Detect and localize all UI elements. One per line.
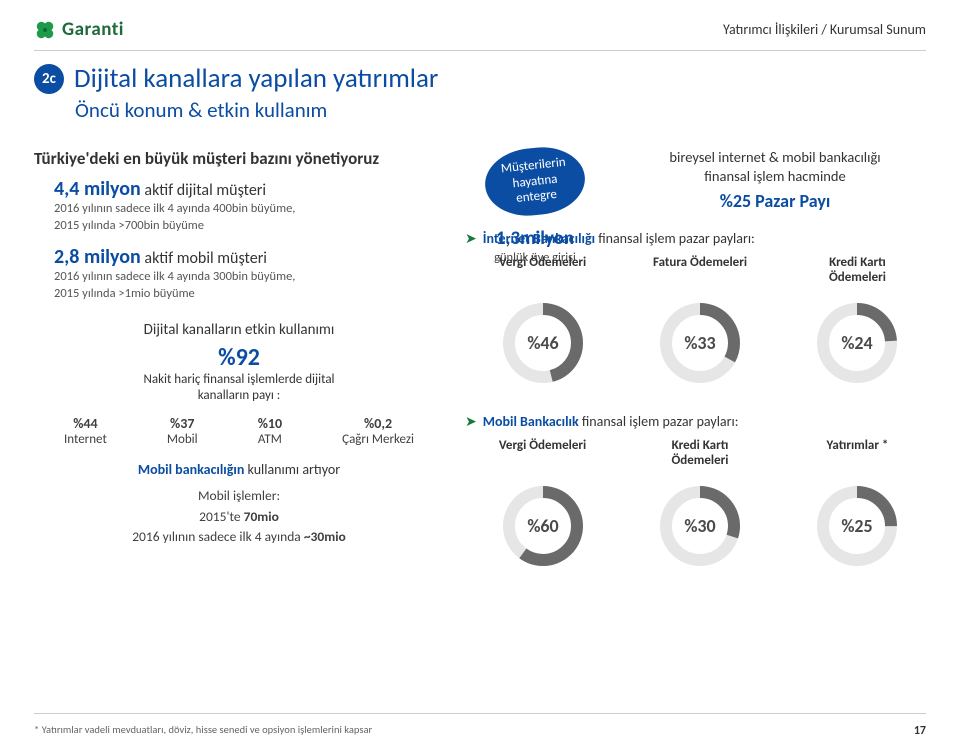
mobile-banking-bullet: ➤ Mobil Bankacılık finansal işlem pazar … <box>465 413 935 430</box>
metric-column-header: Kredi Kartı Ödemeleri <box>622 438 777 468</box>
internet-banking-bullet: ➤ İnternet Bankacılığı finansal işlem pa… <box>465 230 935 247</box>
ring-label: %33 <box>684 332 715 354</box>
donut-ring: %30 <box>656 482 744 570</box>
mobile-growth-line: Mobil bankacılığın kullanımı artıyor <box>34 461 444 478</box>
mobile-stats-2015b: 70mio <box>244 508 279 525</box>
channel-item: %44Internet <box>64 415 107 447</box>
ring-cell: %46 <box>465 299 620 387</box>
header-bar: Garanti Yatırımcı İlişkileri / Kurumsal … <box>34 18 926 41</box>
page-subtitle: Öncü konum & etkin kullanım <box>75 97 327 123</box>
brand-name: Garanti <box>62 18 124 41</box>
mobile-growth-highlight: Mobil bankacılığın <box>138 461 244 478</box>
ring-cell: %30 <box>622 482 777 570</box>
ring-cell: %25 <box>780 482 935 570</box>
integration-pill: Müşterilerin hayatına entegre <box>482 143 588 220</box>
bullet2-highlight: Mobil Bankacılık <box>483 413 579 430</box>
stat2-detail: 2016 yılının sadece ilk 4 ayında 300bin … <box>54 269 444 303</box>
mobile-stats-2016a: 2016 yılının sadece ilk 4 ayında <box>132 528 304 545</box>
ring-label: %60 <box>527 515 558 537</box>
metric-column-header: Fatura Ödemeleri <box>622 255 777 285</box>
channel-name: ATM <box>258 432 282 447</box>
header-breadcrumb: Yatırımcı İlişkileri / Kurumsal Sunum <box>723 21 926 38</box>
channels-row: %44Internet %37Mobil %10ATM %0,2Çağrı Merke… <box>34 415 444 447</box>
usage-pct-desc: Nakit hariç finansal işlemlerde dijital … <box>34 372 444 406</box>
stat2-number: 2,8 milyon <box>54 245 141 269</box>
channel-pct: %0,2 <box>342 415 414 432</box>
stat1-detail: 2016 yılının sadece ilk 4 ayında 400bin … <box>54 201 444 235</box>
bullet1-rest: finansal işlem pazar payları: <box>595 230 755 247</box>
mobile-rings: %60 %30 %25 <box>465 482 935 570</box>
channel-name: Mobil <box>167 432 198 447</box>
right-column: bireysel internet & mobil bankacılığı fi… <box>620 148 930 570</box>
footnote: * Yatırımlar vadeli mevduatları, döviz, … <box>34 723 372 736</box>
ring-cell: %60 <box>465 482 620 570</box>
brand-logo: Garanti <box>34 18 124 41</box>
page-title-row: 2c Dijital kanallara yapılan yatırımlar <box>34 62 438 95</box>
stat-digital-customers: 4,4 milyon aktif dijital müşteri <box>54 177 444 201</box>
channel-item: %10ATM <box>258 415 282 447</box>
footer-divider <box>34 713 926 714</box>
market-share-head: bireysel internet & mobil bankacılığı fi… <box>620 148 930 186</box>
stat1-text: aktif dijital müşteri <box>141 181 266 200</box>
metric-column-header: Kredi Kartı Ödemeleri <box>780 255 935 285</box>
donut-ring: %33 <box>656 299 744 387</box>
market-share-pct: %25 Pazar Payı <box>620 190 930 212</box>
channel-name: Çağrı Merkezi <box>342 432 414 447</box>
channel-pct: %44 <box>64 415 107 432</box>
mobile-stats-2016b: ~30mio <box>304 528 346 545</box>
bullet-arrow-icon: ➤ <box>465 230 477 247</box>
mobile-growth-rest: kullanımı artıyor <box>244 461 340 478</box>
donut-ring: %46 <box>499 299 587 387</box>
metric-column-header: Vergi Ödemeleri <box>465 255 620 285</box>
bullet2-rest: finansal işlem pazar payları: <box>579 413 739 430</box>
clover-icon <box>34 19 56 41</box>
stat1-number: 4,4 milyon <box>54 177 141 201</box>
page-number: 17 <box>914 724 926 738</box>
usage-section-label: Dijital kanalların etkin kullanımı <box>34 321 444 339</box>
ring-label: %25 <box>842 515 873 537</box>
donut-ring: %60 <box>499 482 587 570</box>
mobile-stats-2015a: 2015'te <box>199 508 244 525</box>
donut-ring: %25 <box>813 482 901 570</box>
stat2-text: aktif mobil müşteri <box>141 249 267 268</box>
channel-pct: %10 <box>258 415 282 432</box>
ring-cell: %24 <box>780 299 935 387</box>
metric-column-header: Vergi Ödemeleri <box>465 438 620 468</box>
donut-ring: %24 <box>813 299 901 387</box>
mobile-stats-title: Mobil işlemler: <box>198 487 280 504</box>
header-divider <box>34 50 926 51</box>
usage-big-pct: %92 <box>34 343 444 372</box>
page-title: Dijital kanallara yapılan yatırımlar <box>74 62 438 95</box>
mobile-cols: Vergi ÖdemeleriKredi Kartı ÖdemeleriYatı… <box>465 438 935 468</box>
internet-cols: Vergi ÖdemeleriFatura ÖdemeleriKredi Kar… <box>465 255 935 285</box>
internet-rings: %46 %33 %24 <box>465 299 935 387</box>
mobile-stats: Mobil işlemler: 2015'te 70mio 2016 yılın… <box>34 486 444 547</box>
left-column: Türkiye'deki en büyük müşteri bazını yön… <box>34 148 444 547</box>
metric-column-header: Yatırımlar * <box>780 438 935 468</box>
channel-item: %37Mobil <box>167 415 198 447</box>
left-heading: Türkiye'deki en büyük müşteri bazını yön… <box>34 148 444 169</box>
ring-label: %46 <box>527 332 558 354</box>
bullet1-highlight: İnternet Bankacılığı <box>483 230 595 247</box>
channel-pct: %37 <box>167 415 198 432</box>
stat-mobile-customers: 2,8 milyon aktif mobil müşteri <box>54 245 444 269</box>
ring-cell: %33 <box>622 299 777 387</box>
channel-item: %0,2Çağrı Merkezi <box>342 415 414 447</box>
section-badge: 2c <box>34 64 64 94</box>
bullet-arrow-icon: ➤ <box>465 413 477 430</box>
ring-label: %30 <box>684 515 715 537</box>
ring-label: %24 <box>842 332 873 354</box>
middle-column: Müşterilerin hayatına entegre 1,3milyon … <box>460 148 610 265</box>
channel-name: Internet <box>64 432 107 447</box>
